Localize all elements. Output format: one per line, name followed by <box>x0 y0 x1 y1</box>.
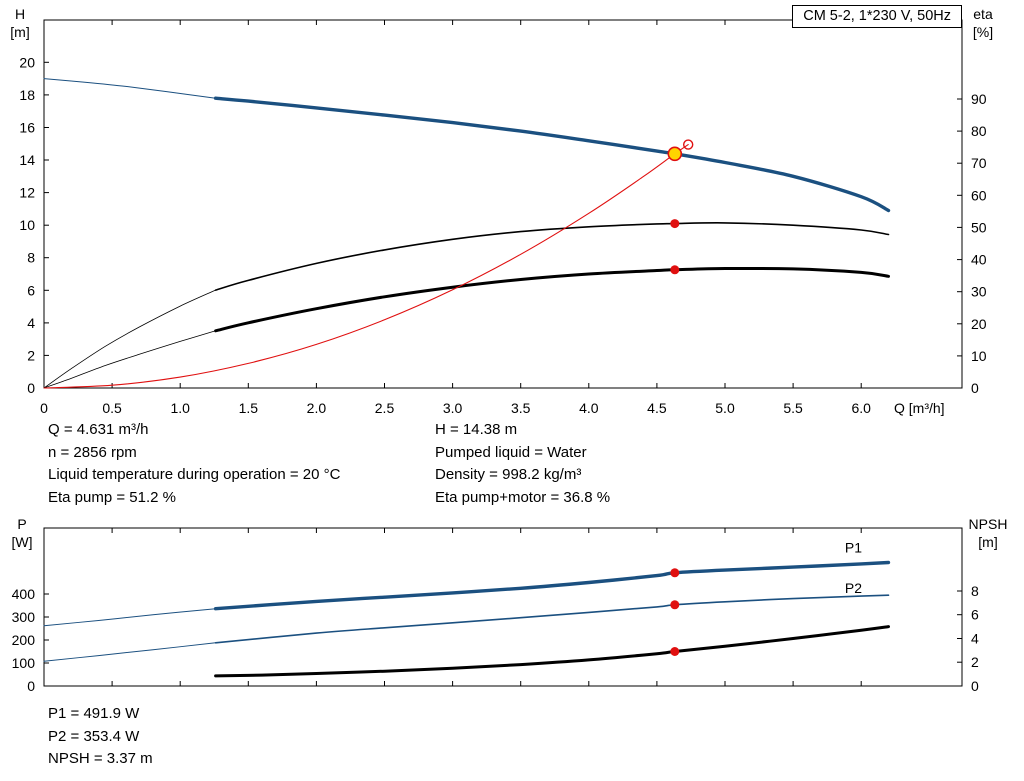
svg-text:60: 60 <box>971 187 987 203</box>
svg-text:80: 80 <box>971 123 987 139</box>
operating-data-left: Q = 4.631 m³/h n = 2856 rpm Liquid tempe… <box>48 419 340 509</box>
annotation-flow: Q = 4.631 m³/h <box>48 421 149 438</box>
svg-text:4: 4 <box>27 315 35 331</box>
svg-text:18: 18 <box>19 87 35 103</box>
annotation-pumped-liquid: Pumped liquid = Water <box>435 443 587 461</box>
svg-text:1.5: 1.5 <box>239 400 259 416</box>
svg-text:4.0: 4.0 <box>579 400 599 416</box>
svg-text:P1: P1 <box>845 540 862 556</box>
svg-text:3.5: 3.5 <box>511 400 531 416</box>
svg-text:70: 70 <box>971 155 987 171</box>
power-data: P1 = 491.9 W P2 = 353.4 W NPSH = 3.37 m <box>48 703 153 771</box>
svg-text:300: 300 <box>12 609 36 625</box>
svg-text:1.0: 1.0 <box>170 400 190 416</box>
svg-text:0: 0 <box>971 678 979 694</box>
svg-text:200: 200 <box>12 632 36 648</box>
svg-text:0: 0 <box>40 400 48 416</box>
svg-text:5.5: 5.5 <box>783 400 803 416</box>
svg-text:0: 0 <box>971 380 979 396</box>
svg-text:0: 0 <box>27 678 35 694</box>
svg-text:6: 6 <box>971 607 979 623</box>
svg-text:NPSH: NPSH <box>969 516 1008 532</box>
svg-text:20: 20 <box>971 316 987 332</box>
svg-text:[W]: [W] <box>12 534 33 550</box>
annotation-speed: n = 2856 rpm <box>48 443 137 461</box>
svg-text:14: 14 <box>19 152 35 168</box>
svg-text:50: 50 <box>971 219 987 235</box>
annotation-npsh: NPSH = 3.37 m <box>48 750 153 768</box>
svg-text:2: 2 <box>27 347 35 363</box>
annotation-head: H = 14.38 m <box>435 421 518 438</box>
annotation-p1: P1 = 491.9 W <box>48 705 140 722</box>
svg-text:2.0: 2.0 <box>307 400 327 416</box>
svg-text:P: P <box>17 516 26 532</box>
svg-text:20: 20 <box>19 54 35 70</box>
svg-text:5.0: 5.0 <box>715 400 735 416</box>
annotation-eta-pump: Eta pump = 51.2 % <box>48 488 176 506</box>
svg-text:100: 100 <box>12 655 36 671</box>
annotation-p2: P2 = 353.4 W <box>48 727 140 745</box>
svg-text:[%]: [%] <box>973 24 993 40</box>
operating-data-right: H = 14.38 m Pumped liquid = Water Densit… <box>435 419 610 509</box>
svg-text:2.5: 2.5 <box>375 400 395 416</box>
svg-text:2: 2 <box>971 654 979 670</box>
power-npsh-chart: 0 100 200 300 400 0 2 4 6 8 P [W] NPSH [m] P1 P2 <box>12 516 1008 694</box>
svg-text:8: 8 <box>971 583 979 599</box>
svg-text:4: 4 <box>971 631 979 647</box>
svg-text:0: 0 <box>27 380 35 396</box>
svg-text:400: 400 <box>12 586 36 602</box>
svg-text:4.5: 4.5 <box>647 400 667 416</box>
svg-text:P2: P2 <box>845 580 862 596</box>
pump-model-title-box: CM 5-2, 1*230 V, 50Hz <box>792 5 962 28</box>
svg-text:Q [m³/h]: Q [m³/h] <box>894 400 945 416</box>
annotation-density: Density = 998.2 kg/m³ <box>435 466 582 484</box>
svg-text:6.0: 6.0 <box>851 400 871 416</box>
pump-model-title: CM 5-2, 1*230 V, 50Hz <box>803 8 951 24</box>
svg-text:40: 40 <box>971 252 987 268</box>
svg-text:8: 8 <box>27 250 35 266</box>
hq-eta-chart: 0 0.5 1.0 1.5 2.0 2.5 3.0 3.5 4.0 4.5 5.0 5.5 6.0 0 2 4… <box>10 6 993 416</box>
svg-text:10: 10 <box>971 348 987 364</box>
svg-text:90: 90 <box>971 91 987 107</box>
svg-text:10: 10 <box>19 217 35 233</box>
svg-text:eta: eta <box>973 6 993 22</box>
svg-text:3.0: 3.0 <box>443 400 463 416</box>
svg-text:16: 16 <box>19 120 35 136</box>
svg-text:H: H <box>15 6 25 22</box>
annotation-liquid-temperature: Liquid temperature during operation = 20… <box>48 466 341 484</box>
svg-text:[m]: [m] <box>978 534 997 550</box>
svg-text:12: 12 <box>19 185 35 201</box>
svg-text:[m]: [m] <box>10 24 29 40</box>
svg-text:6: 6 <box>27 282 35 298</box>
svg-text:0.5: 0.5 <box>102 400 122 416</box>
svg-text:30: 30 <box>971 284 987 300</box>
annotation-eta-pump-motor: Eta pump+motor = 36.8 % <box>435 488 611 506</box>
